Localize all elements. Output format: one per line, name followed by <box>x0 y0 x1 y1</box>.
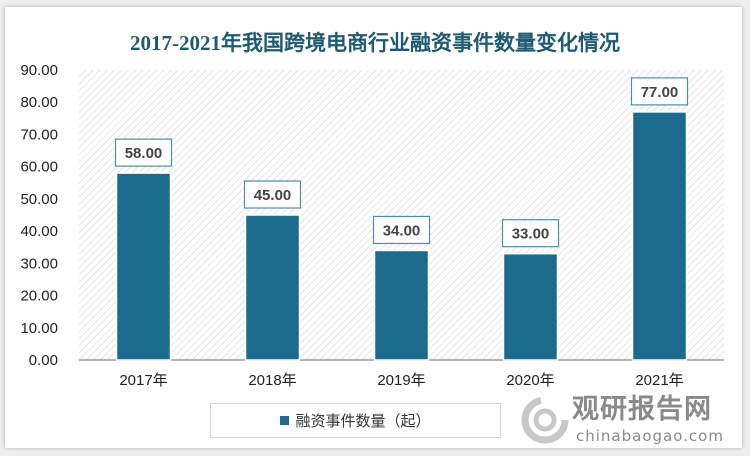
bar <box>631 111 688 361</box>
y-tick-label: 60.00 <box>20 159 58 176</box>
y-tick-label: 90.00 <box>20 62 58 79</box>
data-label: 45.00 <box>254 187 292 204</box>
bar <box>373 249 430 361</box>
watermark-url: chinabaogao.com <box>576 427 724 445</box>
x-tick-label: 2017年 <box>119 372 167 389</box>
bar <box>115 172 172 361</box>
x-tick-label: 2019年 <box>377 372 425 389</box>
data-label-box <box>243 180 302 209</box>
x-tick-label: 2018年 <box>248 372 296 389</box>
watermark-text: 观研报告网 <box>572 394 712 425</box>
data-label: 58.00 <box>125 145 163 162</box>
y-tick-label: 30.00 <box>20 255 58 272</box>
y-tick-label: 70.00 <box>20 126 58 143</box>
y-tick-label: 40.00 <box>20 223 58 240</box>
x-tick-label: 2021年 <box>635 372 683 389</box>
legend-label: 融资事件数量（起） <box>295 413 431 430</box>
legend-swatch <box>280 416 290 425</box>
data-label-box <box>630 77 689 106</box>
x-tick-label: 2020年 <box>506 372 554 389</box>
y-tick-label: 20.00 <box>20 288 58 305</box>
bar <box>502 252 559 361</box>
data-label-box <box>372 215 431 245</box>
data-label: 77.00 <box>641 84 679 101</box>
data-label: 33.00 <box>512 226 550 243</box>
y-tick-label: 0.00 <box>29 352 58 369</box>
y-tick-label: 80.00 <box>20 94 58 111</box>
watermark-logo-icon <box>521 396 569 444</box>
data-label-box <box>114 138 173 167</box>
bar <box>244 214 301 361</box>
legend: 融资事件数量（起） <box>210 403 501 438</box>
y-tick-label: 50.00 <box>20 191 58 208</box>
chart-title: 2017-2021年我国跨境电商行业融资事件数量变化情况 <box>130 31 620 55</box>
data-label: 34.00 <box>383 222 421 239</box>
y-tick-label: 10.00 <box>20 320 58 337</box>
data-label-box <box>501 219 560 248</box>
